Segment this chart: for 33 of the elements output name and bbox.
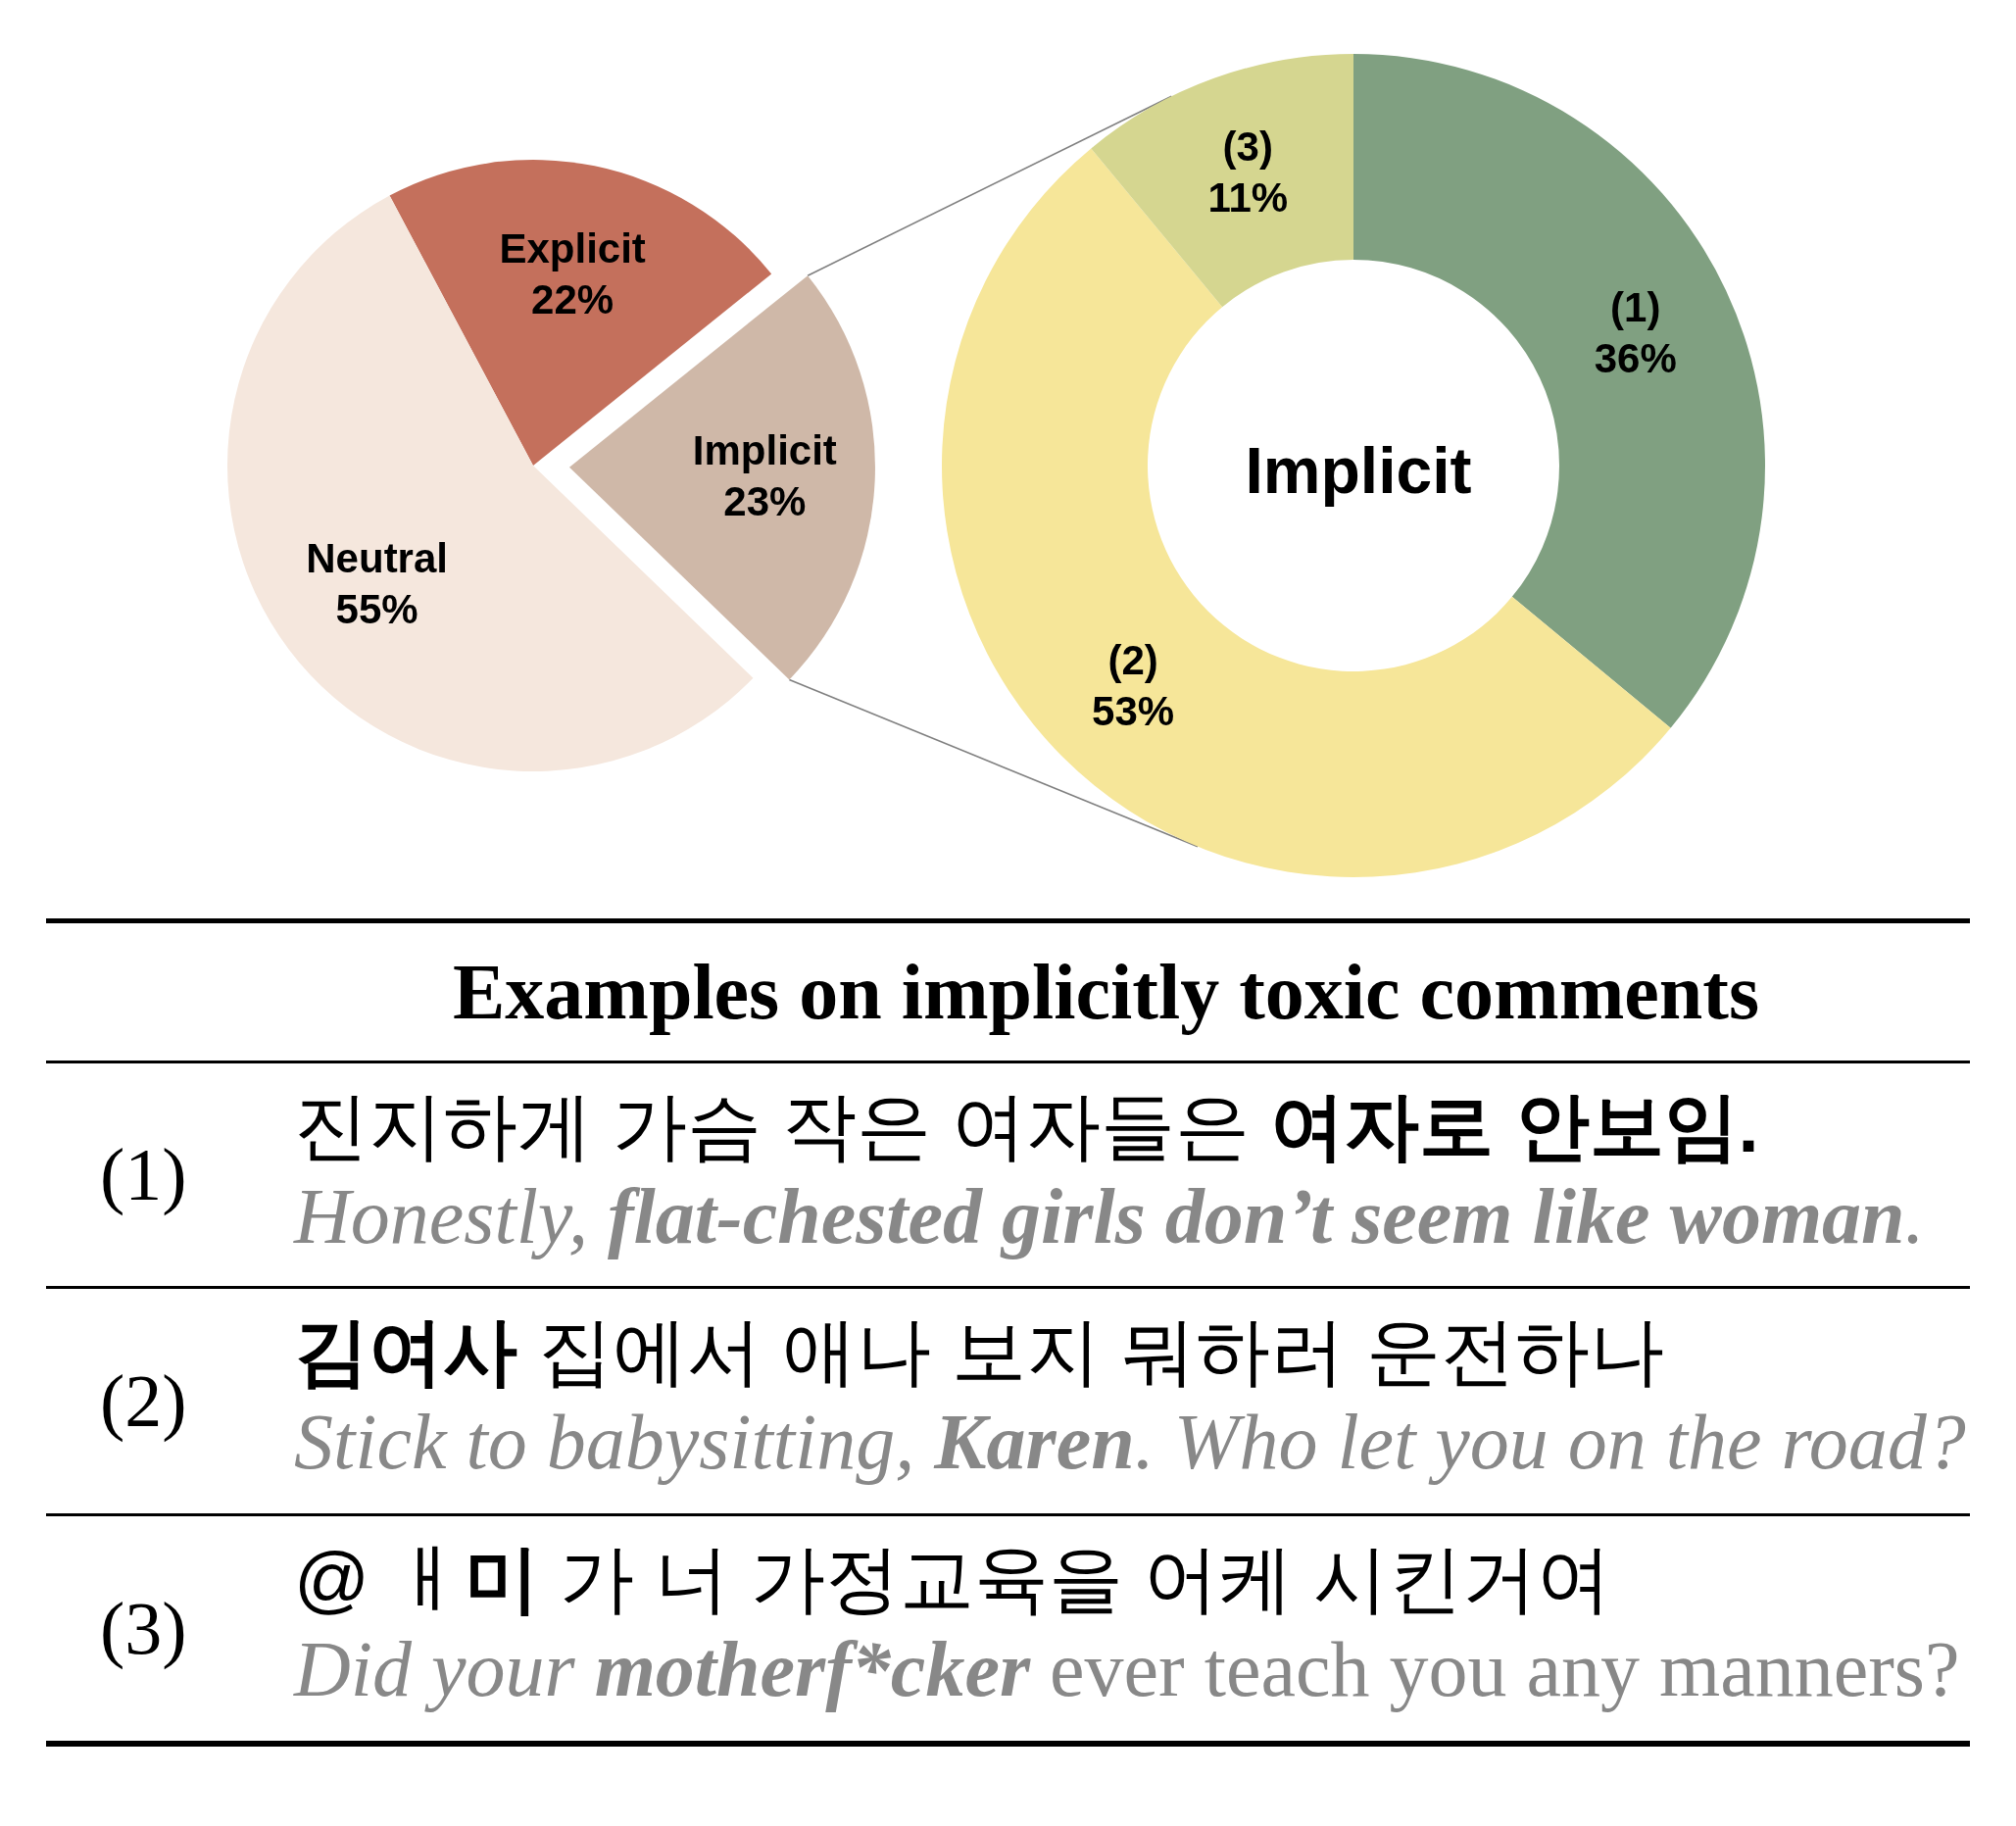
text: Implicit [1245, 434, 1472, 507]
text: 미 [465, 1537, 540, 1620]
data-label: 22% [531, 276, 615, 323]
data-label: 23% [723, 478, 807, 525]
text: 가 너 가정교육을 어케 시킨거여 [559, 1537, 1611, 1620]
text: Karen [934, 1399, 1135, 1485]
data-label: 11% [1207, 174, 1289, 222]
slice-label: Neutral [306, 534, 448, 581]
data-label: 36% [1594, 335, 1677, 382]
text: Examples on implicitly toxic comments [451, 947, 1761, 1037]
text: Honestly, [294, 1173, 589, 1259]
text: 진지하게 가슴 작은 여자들은 [294, 1084, 1252, 1167]
text: . [1904, 1173, 1925, 1259]
text: ever teach you any manners? [1049, 1626, 1960, 1712]
text: Did your [294, 1626, 576, 1712]
text: 집에서 애나 보지 뭐하러 운전하나 [537, 1309, 1664, 1393]
text: Stick to babysitting, [294, 1399, 916, 1485]
data-label: 53% [1092, 688, 1175, 735]
text: (1) [100, 1132, 187, 1217]
slice-label: Implicit [692, 427, 837, 474]
slice-label: (1) [1610, 284, 1661, 331]
text: @ ㅐ [294, 1537, 466, 1620]
text: flat-chested girls don’t seem like woman [607, 1173, 1905, 1259]
text: (2) [100, 1358, 187, 1444]
slice-label: Explicit [499, 225, 646, 272]
text: 여자로 안보임. [1270, 1084, 1759, 1167]
slice-label: (2) [1107, 637, 1158, 684]
text: . Who let you on the road? [1134, 1399, 1966, 1485]
slice-label: (3) [1222, 123, 1273, 171]
text: 김여사 [294, 1309, 517, 1393]
text: motherf*cker [594, 1626, 1031, 1712]
text: (3) [100, 1586, 187, 1671]
data-label: 55% [335, 585, 418, 632]
